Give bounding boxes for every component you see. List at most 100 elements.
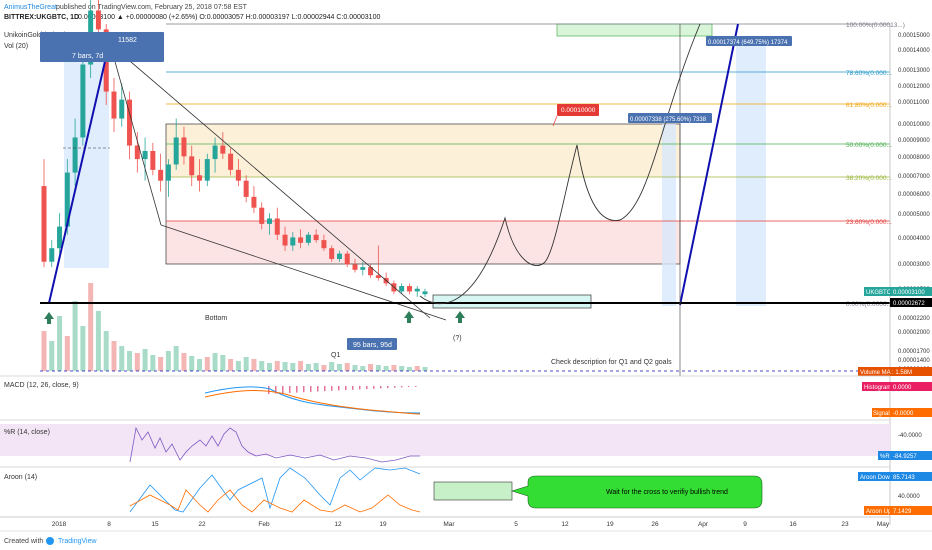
time-axis-tick: 23: [841, 521, 849, 528]
leg-line[interactable]: [109, 43, 162, 226]
macd-pane[interactable]: MACD (12, 26, close, 9) Histogram 0.0000…: [0, 375, 932, 417]
candle-body: [368, 267, 374, 276]
fib-level-label: 0.00%(0.0000...: [846, 301, 892, 308]
time-axis-tick: 2018: [52, 521, 67, 528]
author-link[interactable]: AnimusTheGreat: [4, 4, 57, 11]
volume-bar: [406, 367, 412, 371]
candle-body: [329, 248, 335, 260]
fibonacci-retracement[interactable]: 100.00%(0.00013...) 78.60%(0.000... 61.80%…: [166, 22, 905, 308]
aroon-up-value: 7.1429: [893, 509, 912, 515]
cross-zone-box[interactable]: [433, 481, 513, 501]
williams-r-pane[interactable]: %R (14, close) -40.0000 %R -84.9257: [0, 419, 932, 463]
volume-bar: [72, 301, 78, 371]
aroon-legend: Aroon (14): [4, 474, 37, 481]
candle-body: [119, 99, 125, 119]
candle-body: [344, 253, 350, 265]
target-zone-top[interactable]: [556, 23, 713, 37]
macd-legend: MACD (12, 26, close, 9): [4, 382, 79, 389]
macd-histogram-bar: [359, 386, 361, 390]
impulse-line-1[interactable]: [48, 39, 111, 304]
candle-body: [158, 169, 164, 181]
range-measure-label: 7 bars, 7d: [72, 53, 103, 60]
aroon-down-tag: [858, 472, 890, 481]
measure-label-2: 0.00017374 (649.75%) 17374: [708, 40, 788, 46]
volume-bars: [41, 283, 428, 371]
q1-label: Q1: [331, 352, 340, 359]
volume-bar: [290, 363, 296, 371]
price-axis-tick: 0.00007000: [898, 174, 930, 180]
ticker-tag-text: UKGBTC: [866, 290, 892, 296]
macd-histogram-bar: [289, 386, 291, 393]
time-axis-tick: 26: [651, 521, 659, 528]
range-measure-badge[interactable]: [40, 32, 164, 62]
descending-trendline[interactable]: [109, 43, 431, 319]
fib-level-label: 50.00%(0.000...: [846, 142, 892, 149]
fib-level-label: 100.00%(0.00013...): [846, 22, 905, 29]
wr-value-tag: [890, 451, 932, 460]
volume-bar: [88, 283, 94, 371]
wr-tag: [878, 451, 890, 460]
aroon-pane[interactable]: Aroon (14) Wait for the cross to verifiy…: [0, 466, 932, 515]
time-axis-tick: 12: [334, 521, 342, 528]
aroon-down-value: 85.7143: [893, 475, 915, 481]
macd-histogram-bar: [380, 386, 382, 389]
candle-body: [134, 145, 140, 160]
support-price-tag: [890, 298, 932, 307]
histogram-value: 0.0000: [893, 385, 912, 391]
time-axis-tick: 16: [789, 521, 797, 528]
aroon-down-line: [129, 467, 421, 513]
candle-body: [290, 237, 296, 246]
price-axis-tick: 0.00003000: [898, 262, 930, 268]
aroon-axis-tick: 40.0000: [898, 494, 920, 500]
volume-bar: [235, 361, 241, 371]
volume-bar: [375, 365, 381, 371]
candle-body: [266, 218, 272, 224]
lower-trendline[interactable]: [160, 224, 447, 321]
aroon-down-tag-text: Aroon Down: [860, 475, 893, 481]
candle-body: [197, 175, 203, 181]
macd-histogram-bar: [394, 386, 396, 388]
time-axis[interactable]: 2018 8 15 22 Feb 12 19 Mar 5 12 19 26 Apr 9 16 23 May: [0, 516, 890, 528]
note-callout[interactable]: [510, 475, 763, 509]
price-axis-tick: 0.00010000: [898, 122, 930, 128]
candle-body: [305, 234, 311, 243]
projected-price-path[interactable]: [419, 23, 701, 305]
published-text: published on TradingView.com, February 2…: [56, 4, 248, 11]
price-range-box-1[interactable]: [662, 124, 676, 306]
volume-bar: [49, 341, 55, 371]
volume-bar: [274, 361, 280, 371]
candle-body: [251, 196, 257, 208]
volume-bar: [259, 361, 265, 371]
aroon-up-line: [129, 489, 421, 513]
price-range-box-2[interactable]: [736, 36, 766, 306]
volume-legend: Vol (20): [4, 43, 28, 50]
aroon-up-value-tag: [890, 506, 932, 515]
macd-histogram-bar: [303, 386, 305, 393]
volume-bar: [64, 336, 70, 371]
target-price-badge[interactable]: [557, 104, 599, 116]
candle-body: [282, 234, 288, 246]
volume-bar: [127, 351, 133, 371]
price-axis-tick: 0.00005000: [898, 212, 930, 218]
fib-zone-orange: [166, 124, 680, 177]
candle-body: [259, 207, 265, 224]
price-axis[interactable]: 0.00015000 0.00014000 0.00013000 0.00012000…: [889, 24, 930, 525]
impulse-line-2[interactable]: [679, 23, 739, 306]
measure-badge-2: [706, 36, 792, 46]
candle-body: [49, 248, 55, 262]
measure-badge-1: [628, 113, 712, 123]
time-axis-tick: 12: [561, 521, 569, 528]
brand-link[interactable]: TradingView: [58, 538, 97, 545]
fib-level-label: 78.60%(0.000...: [846, 70, 892, 77]
volume-bar: [95, 311, 101, 371]
up-arrow-icon: [404, 311, 414, 323]
volume-bar: [181, 353, 187, 371]
price-pane[interactable]: 100.00%(0.00013...) 78.60%(0.000... 61.80%…: [0, 0, 905, 376]
last-price-tag: [890, 287, 932, 296]
accumulation-box[interactable]: [432, 294, 592, 309]
macd-histogram-bar: [366, 386, 368, 390]
volume-bar: [313, 363, 319, 371]
candle-body: [375, 275, 381, 278]
price-axis-tick: 0.00002000: [898, 330, 930, 336]
